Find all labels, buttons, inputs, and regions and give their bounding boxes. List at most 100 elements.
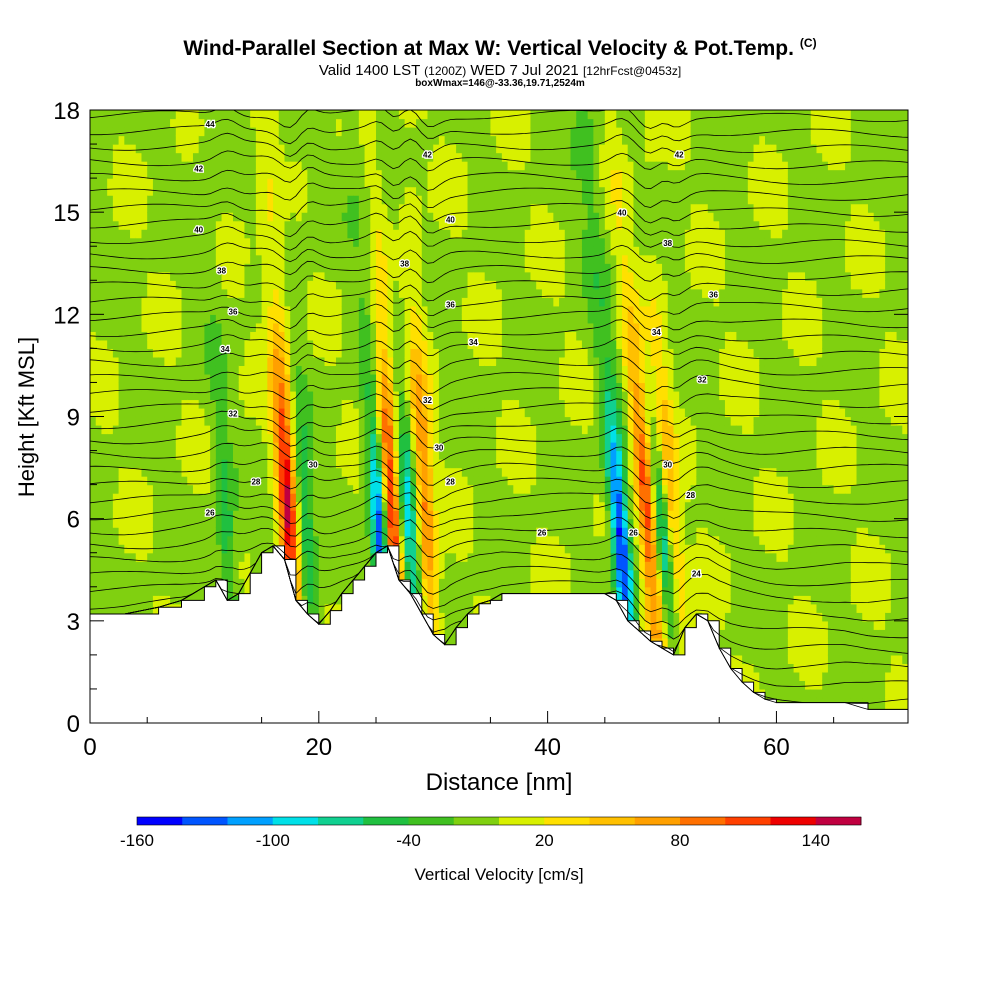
velocity-cell [450,220,457,230]
velocity-cell [124,373,131,384]
velocity-cell [353,356,360,367]
velocity-cell [478,280,486,290]
velocity-cell [376,118,383,128]
velocity-cell [221,186,228,196]
velocity-cell [210,501,217,511]
velocity-cell [290,237,297,247]
velocity-cell [187,595,194,605]
velocity-cell [335,220,343,230]
velocity-cell [330,297,337,307]
velocity-cell [221,433,228,443]
velocity-cell [398,263,406,273]
velocity-cell [301,527,308,537]
velocity-cell [90,220,97,230]
velocity-cell [427,203,434,213]
velocity-cell [175,578,183,588]
velocity-cell [124,237,131,247]
velocity-cell [221,237,228,247]
velocity-cell [444,535,451,545]
velocity-cell [478,356,486,367]
velocity-cell [170,127,177,137]
velocity-cell [204,237,211,247]
velocity-cell [158,459,165,469]
velocity-cell [376,450,383,460]
velocity-cell [438,595,446,605]
velocity-cell [112,280,120,290]
velocity-cell [135,220,143,230]
velocity-cell [118,220,125,230]
velocity-cell [255,118,263,128]
velocity-cell [450,612,457,622]
velocity-cell [210,382,217,392]
velocity-cell [124,561,131,571]
velocity-cell [421,331,429,341]
velocity-cell [456,280,463,290]
velocity-cell [364,356,371,367]
velocity-cell [421,552,429,562]
velocity-cell [147,246,154,256]
velocity-cell [358,305,366,315]
velocity-cell [461,518,469,528]
velocity-cell [204,382,211,392]
velocity-cell [461,620,469,630]
velocity-cell [318,220,326,230]
velocity-cell [433,127,440,137]
velocity-cell [313,501,320,511]
velocity-cell [210,527,217,537]
velocity-cell [187,271,194,281]
velocity-cell [215,527,223,537]
velocity-cell [387,459,394,469]
velocity-cell [347,135,354,145]
velocity-cell [90,118,97,128]
velocity-cell [170,110,177,120]
velocity-cell [158,390,165,401]
velocity-cell [233,373,240,384]
velocity-cell [130,527,137,537]
velocity-cell [473,212,480,222]
velocity-cell [330,322,337,332]
velocity-cell [210,186,217,196]
velocity-cell [335,493,343,503]
velocity-cell [124,484,131,494]
velocity-cell [335,152,343,162]
velocity-cell [461,169,469,179]
velocity-cell [301,382,308,392]
velocity-cell [347,373,354,384]
velocity-cell [244,144,251,154]
velocity-cell [456,620,463,630]
velocity-cell [295,373,303,384]
velocity-cell [376,127,383,137]
velocity-cell [170,518,177,528]
velocity-cell [90,339,97,349]
velocity-cell [124,493,131,503]
velocity-cell [290,152,297,162]
velocity-cell [347,280,354,290]
velocity-cell [192,118,200,128]
velocity-cell [404,127,411,137]
velocity-cell [404,254,411,264]
velocity-cell [278,263,286,273]
velocity-cell [210,390,217,401]
velocity-cell [410,561,417,571]
velocity-cell [164,246,171,256]
velocity-cell [473,178,480,188]
velocity-cell [358,527,366,537]
velocity-cell [124,569,131,579]
velocity-cell [387,212,394,222]
velocity-cell [324,595,331,605]
velocity-cell [341,178,349,188]
velocity-cell [381,152,389,162]
velocity-cell [295,280,303,290]
velocity-cell [147,535,154,545]
velocity-cell [95,288,103,298]
velocity-cell [255,561,263,571]
velocity-cell [353,552,360,562]
velocity-cell [135,535,143,545]
velocity-cell [181,442,188,452]
velocity-cell [210,135,217,145]
velocity-cell [307,484,314,494]
velocity-cell [273,144,280,154]
velocity-cell [95,203,103,213]
velocity-cell [307,220,314,230]
velocity-cell [398,229,406,239]
